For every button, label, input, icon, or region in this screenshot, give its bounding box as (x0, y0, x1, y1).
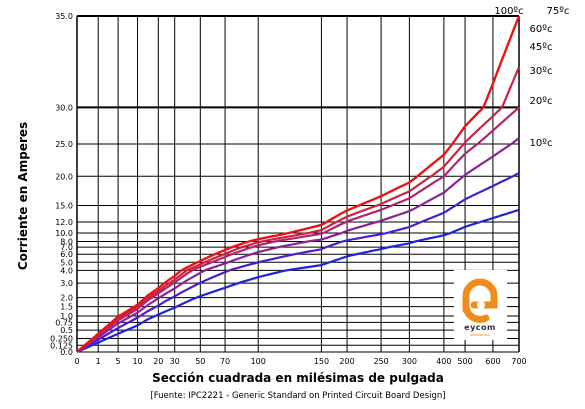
x-tick-label: 20 (153, 357, 163, 366)
x-tick-label: 500 (457, 357, 472, 366)
x-tick-label: 1 (96, 357, 101, 366)
x-tick-label: 5 (116, 357, 121, 366)
y-tick-label: 2.0 (60, 294, 73, 303)
eycom-logo: eycom electrónica (454, 270, 507, 340)
y-tick-label: 30.0 (55, 103, 73, 112)
y-tick-label: 1.5 (60, 303, 73, 312)
y-tick-label: 0.75 (55, 318, 73, 327)
y-tick-label: 12.0 (55, 218, 73, 227)
y-tick-label: 7.0 (60, 243, 73, 252)
x-tick-label: 700 (511, 357, 526, 366)
y-tick-label: 0.125 (50, 341, 73, 350)
series-line (76, 15, 521, 353)
y-tick-label: 5.0 (60, 258, 73, 267)
series-label: 75ºc (547, 6, 570, 17)
series-label: 60ºc (530, 24, 553, 35)
series-label: 30ºc (530, 66, 553, 77)
series-line (76, 172, 520, 353)
x-tick-label: 10 (132, 357, 142, 366)
x-tick-labels: 0 1 5 10 20 30 50 70 100 150 200 250 300 400 500 600 700 (74, 357, 526, 366)
series-label: 100ºc (494, 6, 523, 17)
x-axis-title: Sección cuadrada en milésimas de pulgada (152, 371, 444, 385)
logo-text: eycom (464, 323, 496, 332)
series-line (76, 137, 520, 353)
x-tick-label: 400 (436, 357, 451, 366)
y-tick-label: 3.0 (60, 279, 73, 288)
y-tick-label: 20.0 (55, 172, 73, 181)
x-tick-label: 70 (220, 357, 230, 366)
y-tick-label: 6.0 (60, 250, 73, 259)
series-label: 20ºc (530, 96, 553, 107)
y-tick-label: 10.0 (55, 229, 73, 238)
x-tick-label: 250 (373, 357, 388, 366)
x-tick-label: 0 (74, 357, 79, 366)
y-tick-label: 4.0 (60, 266, 73, 275)
series-line (76, 106, 520, 353)
x-tick-label: 100 (251, 357, 266, 366)
x-tick-label: 300 (402, 357, 417, 366)
y-tick-label: 25.0 (55, 140, 73, 149)
series-label: 45ºc (530, 42, 553, 53)
logo-tagline: electrónica (470, 333, 489, 337)
series-label: 10ºc (530, 138, 553, 149)
x-tick-label: 200 (339, 357, 354, 366)
x-tick-label: 600 (485, 357, 500, 366)
grid (76, 15, 520, 353)
y-tick-label: 1.0 (60, 312, 73, 321)
y-tick-label: 15.0 (55, 202, 73, 211)
series-line (76, 208, 520, 354)
y-axis-title: Corriente en Amperes (16, 122, 30, 270)
x-tick-label: 150 (314, 357, 329, 366)
e-logo-icon (462, 278, 498, 323)
x-tick-label: 30 (170, 357, 180, 366)
y-tick-label: 35.0 (55, 12, 73, 21)
series-line (76, 66, 521, 353)
source-note: [Fuente: IPC2221 - Generic Standard on P… (150, 391, 445, 401)
y-tick-label: 0.0 (60, 348, 73, 357)
y-tick-label: 0.250 (50, 335, 73, 344)
series-labels: 10ºc 20ºc 30ºc 45ºc 60ºc 75ºc 100ºc (494, 6, 569, 149)
series-lines (76, 15, 521, 354)
y-tick-label: 8.0 (60, 237, 73, 246)
x-tick-label: 50 (195, 357, 205, 366)
y-tick-label: 0.5 (60, 326, 73, 335)
